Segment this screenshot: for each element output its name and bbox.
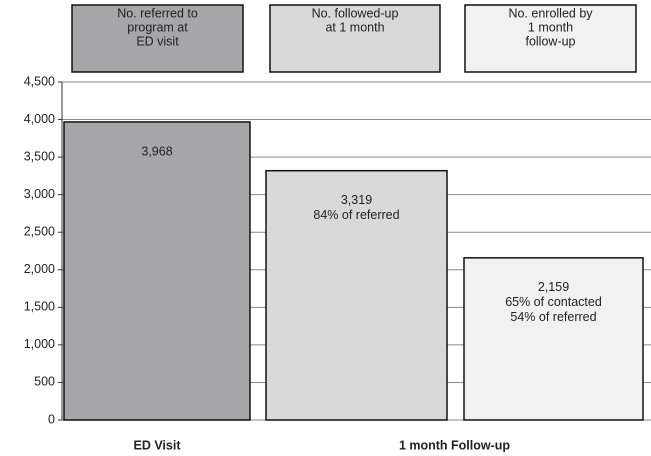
y-tick-label: 0 [48,412,55,426]
y-tick-label: 1,000 [24,337,55,351]
legend-label: No. followed-up [312,6,399,20]
y-tick-label: 2,000 [24,262,55,276]
bar-annotation: 54% of referred [510,310,596,324]
legend-label: follow-up [525,34,575,48]
legend-label: No. enrolled by [508,6,593,20]
value-label: 3,319 [341,193,372,207]
bar [63,121,251,421]
value-label: 2,159 [538,280,569,294]
y-tick-label: 2,500 [24,225,55,239]
bar-annotation: 84% of referred [313,208,399,222]
legend-box [71,4,244,73]
y-tick-label: 3,500 [24,149,55,163]
legend-label: 1 month [528,20,573,34]
legend-label: program at [127,20,188,34]
y-tick-label: 3,000 [24,187,55,201]
legend-box [464,4,637,73]
legend-label: No. referred to [117,6,198,20]
legend-label: ED visit [136,34,179,48]
bar [265,169,448,421]
y-tick-label: 500 [34,375,55,389]
y-tick-label: 4,500 [24,74,55,88]
x-group-label: 1 month Follow-up [399,438,510,452]
legend-box [269,4,441,73]
legend-label: at 1 month [325,20,384,34]
bar [463,257,644,421]
x-group-label: ED Visit [133,438,181,452]
y-tick-label: 1,500 [24,300,55,314]
value-label: 3,968 [141,144,172,158]
bar-annotation: 65% of contacted [505,295,602,309]
y-tick-label: 4,000 [24,112,55,126]
